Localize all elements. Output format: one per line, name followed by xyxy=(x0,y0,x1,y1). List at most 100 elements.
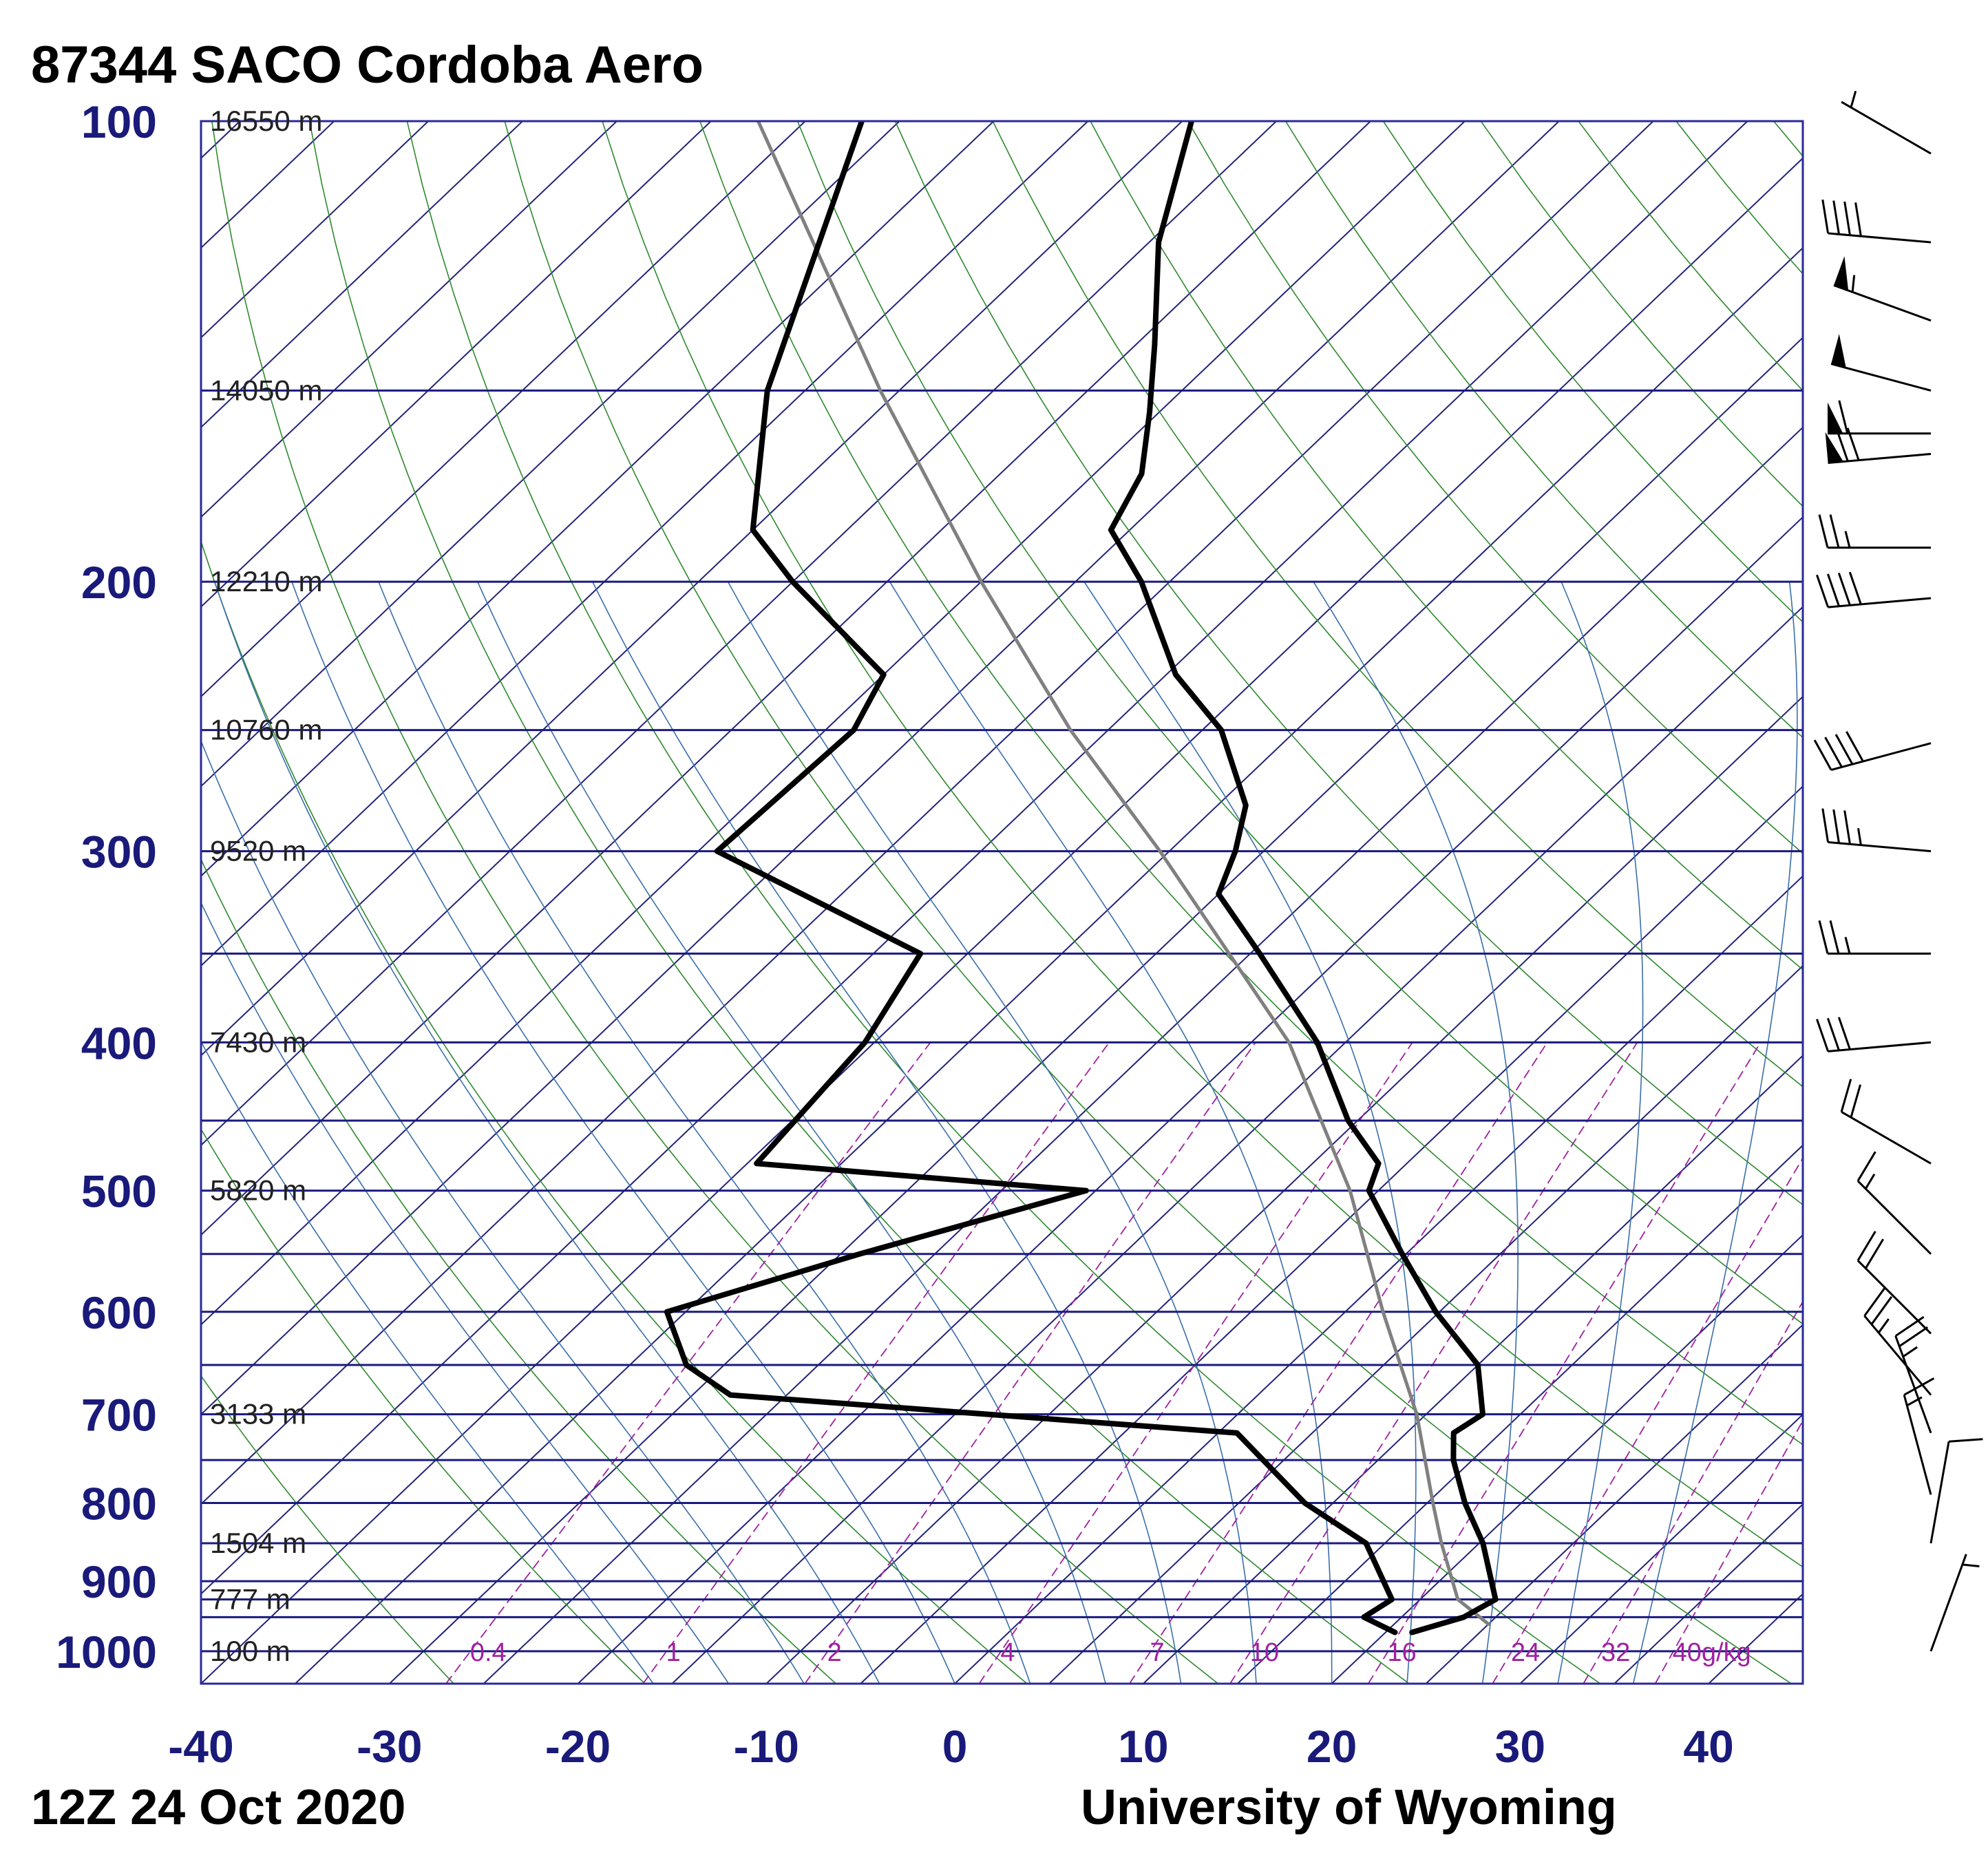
wind-barb-full xyxy=(1824,737,1843,768)
isotherm-line xyxy=(483,426,1803,1684)
dry-adiabat-line xyxy=(602,121,1803,1568)
wind-barb-full xyxy=(1826,573,1840,607)
wind-barb-staff xyxy=(1929,1441,1950,1544)
observation-time: 12Z 24 Oct 2020 xyxy=(31,1780,405,1835)
dry-adiabat-line xyxy=(992,121,1803,1088)
isotherm-line xyxy=(201,121,1089,967)
pressure-tick-label: 1000 xyxy=(56,1627,157,1677)
isotherm-line xyxy=(201,121,1654,1505)
mixing-ratio-label: 7 xyxy=(1150,1638,1165,1667)
moist-adiabat-line xyxy=(378,581,1031,1684)
height-label: 10760 m xyxy=(210,714,322,746)
dry-adiabat-line xyxy=(1187,121,1803,854)
wind-barb-full xyxy=(1813,739,1832,771)
wind-barb-full xyxy=(1894,1315,1925,1337)
mixing-ratio-line xyxy=(804,1041,1256,1684)
wind-barb-full xyxy=(1850,1084,1862,1118)
wind-barb xyxy=(1833,256,1932,322)
isotherm-line xyxy=(201,121,806,698)
pressure-tick-label: 600 xyxy=(81,1287,157,1338)
wind-barb-full xyxy=(1821,199,1830,234)
height-label: 12210 m xyxy=(210,565,322,597)
wind-barb-full xyxy=(1816,1019,1829,1052)
wind-barb xyxy=(1818,514,1931,549)
wind-barb-full xyxy=(1870,1296,1893,1325)
isotherm-line xyxy=(201,121,1183,1057)
wind-barb-half xyxy=(1962,1563,1980,1568)
height-label: 7430 m xyxy=(210,1026,306,1058)
pressure-tick-label: 400 xyxy=(81,1017,157,1068)
temperature-tick-label: -20 xyxy=(545,1721,611,1772)
wind-barb-full xyxy=(1816,574,1829,608)
wind-barb-full xyxy=(1840,1079,1852,1112)
mixing-ratio-line xyxy=(1367,1041,1762,1684)
wind-barb xyxy=(1830,334,1932,392)
isotherm-line xyxy=(1048,964,1803,1684)
moist-adiabat-line xyxy=(1557,581,1644,1684)
wind-barb-full xyxy=(1843,810,1851,845)
temperature-tick-label: 10 xyxy=(1118,1721,1168,1772)
moist-adiabat-line xyxy=(477,581,1106,1684)
wind-barb-full xyxy=(1903,1377,1935,1396)
pressure-tick-label: 800 xyxy=(81,1478,157,1529)
isotherm-line xyxy=(201,121,1560,1416)
mixing-ratio-line xyxy=(642,1041,1110,1684)
mixing-ratio-line xyxy=(1492,1156,1803,1684)
isotherm-line xyxy=(577,516,1803,1684)
wind-barb-full xyxy=(1832,809,1840,844)
wind-barb-staff xyxy=(1830,742,1932,771)
mixing-ratio-line xyxy=(1129,1041,1548,1684)
wind-barb xyxy=(1841,90,1932,155)
wind-barb-staff xyxy=(1841,1111,1932,1165)
isotherm-line xyxy=(201,121,1466,1326)
isotherm-line xyxy=(201,121,617,518)
wind-barb-full xyxy=(1857,1151,1876,1182)
height-label: 16550 m xyxy=(210,105,322,137)
temperature-tick-label: -10 xyxy=(734,1721,799,1772)
wind-barb-full xyxy=(1835,428,1849,462)
dry-adiabat-line xyxy=(796,121,1803,1325)
isotherm-line xyxy=(389,337,1803,1684)
temperature-tick-label: -30 xyxy=(357,1721,422,1772)
wind-barb-full xyxy=(1829,514,1840,549)
temperature-tick-label: 30 xyxy=(1495,1721,1545,1772)
isotherm-line xyxy=(201,121,995,878)
isotherm-line xyxy=(201,121,1277,1147)
pressure-tick-label: 100 xyxy=(81,96,157,147)
mixing-ratio-label: 32 xyxy=(1601,1638,1630,1667)
mixing-ratio-label: 4 xyxy=(1000,1638,1015,1667)
wind-barb xyxy=(1828,400,1931,435)
mixing-ratio-label: 40g/kg xyxy=(1673,1638,1751,1667)
wind-barb xyxy=(1903,1377,1935,1495)
temperature-tick-label: 40 xyxy=(1683,1721,1733,1772)
height-label: 1504 m xyxy=(210,1527,306,1559)
wind-barb-half xyxy=(1844,531,1851,549)
isotherm-line xyxy=(201,121,712,608)
wind-barb-full xyxy=(1864,1238,1884,1269)
temperature-tick-label: -40 xyxy=(168,1721,233,1772)
mixing-ratio-label: 2 xyxy=(827,1638,842,1667)
pressure-tick-label: 500 xyxy=(81,1166,157,1217)
mixing-ratio-line xyxy=(978,1041,1413,1684)
wind-barb-staff xyxy=(1841,100,1932,155)
wind-barb-pennant xyxy=(1834,256,1849,291)
wind-barb-half xyxy=(1902,1346,1918,1358)
wind-barb-full xyxy=(1854,202,1862,237)
wind-barb-full xyxy=(1829,920,1840,954)
wind-barb-full xyxy=(1826,1017,1840,1051)
wind-barb-full xyxy=(1837,1017,1851,1050)
dry-adiabat-line xyxy=(504,121,1792,1684)
wind-barb xyxy=(1929,1438,1983,1544)
wind-barb-full xyxy=(1818,920,1829,954)
moist-adiabat-line xyxy=(889,581,1333,1684)
wind-barb-staff xyxy=(1929,1554,1967,1652)
wind-barb-half xyxy=(1857,828,1862,845)
isotherm-line xyxy=(1519,1413,1803,1684)
wind-barb xyxy=(1894,1315,1932,1434)
dry-adiabat-line xyxy=(201,539,1028,1684)
wind-barb-staff xyxy=(1863,1315,1932,1396)
moist-adiabat-line xyxy=(727,581,1257,1684)
wind-barb xyxy=(1863,1287,1932,1396)
wind-barb-half xyxy=(1864,1174,1876,1189)
